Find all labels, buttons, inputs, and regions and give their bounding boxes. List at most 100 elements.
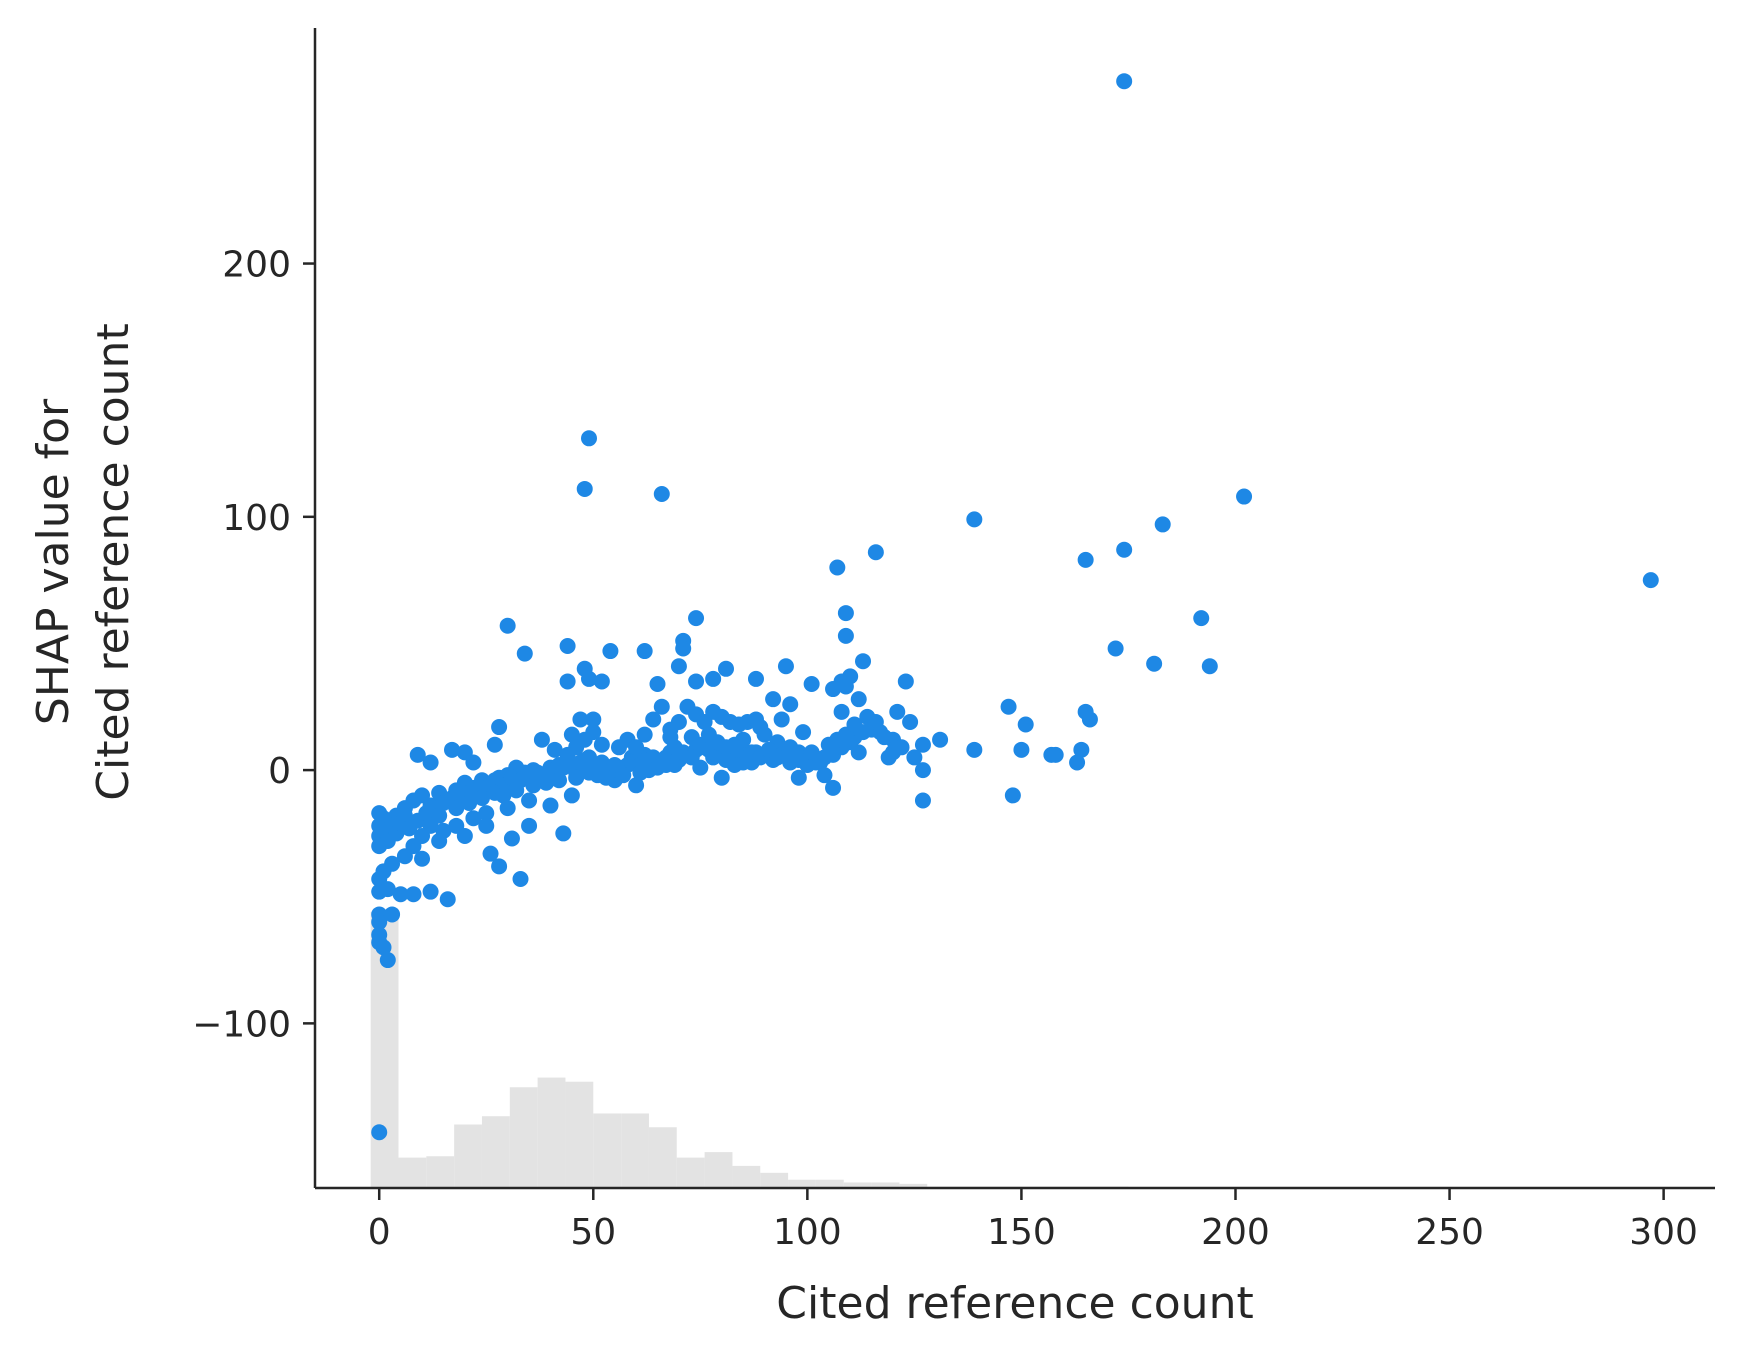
data-point xyxy=(777,658,794,675)
histogram-bar xyxy=(843,1182,872,1188)
data-point xyxy=(803,675,820,692)
data-point xyxy=(371,1124,388,1141)
data-point xyxy=(747,711,764,728)
data-point xyxy=(439,891,456,908)
data-point xyxy=(628,777,645,794)
data-point xyxy=(914,762,931,779)
data-point xyxy=(837,627,854,644)
histogram-bar xyxy=(454,1124,482,1188)
axes xyxy=(313,28,1715,1190)
data-point xyxy=(525,777,542,794)
data-point xyxy=(1077,551,1094,568)
data-point xyxy=(615,767,632,784)
data-point xyxy=(914,792,931,809)
histogram-bar xyxy=(788,1179,816,1188)
data-point xyxy=(576,480,593,497)
histogram-bar xyxy=(815,1179,844,1188)
histogram-bar xyxy=(732,1165,761,1188)
data-point xyxy=(769,749,786,766)
histogram-bar xyxy=(621,1113,649,1188)
histogram-bar xyxy=(899,1183,928,1188)
data-point xyxy=(478,805,495,822)
data-point xyxy=(593,736,610,753)
data-point xyxy=(855,724,872,741)
data-point xyxy=(456,827,473,844)
data-point xyxy=(422,883,439,900)
data-point xyxy=(379,952,396,969)
x-tick-label: 250 xyxy=(1415,1212,1484,1253)
data-point xyxy=(867,544,884,561)
data-point xyxy=(593,673,610,690)
histogram-bar xyxy=(871,1182,900,1188)
data-point xyxy=(756,726,773,743)
data-point xyxy=(581,749,598,766)
feature-histogram xyxy=(370,911,1129,1188)
data-point xyxy=(581,670,598,687)
data-point xyxy=(1000,698,1017,715)
data-point xyxy=(683,749,700,766)
data-point xyxy=(773,711,790,728)
data-point xyxy=(1013,741,1030,758)
data-point xyxy=(499,617,516,634)
data-point xyxy=(512,871,529,888)
data-point xyxy=(837,605,854,622)
data-point xyxy=(1081,711,1098,728)
data-point xyxy=(1069,754,1086,771)
data-point xyxy=(640,762,657,779)
data-point xyxy=(902,713,919,730)
data-point xyxy=(932,731,949,748)
data-point xyxy=(482,845,499,862)
data-point xyxy=(491,719,508,736)
data-point xyxy=(478,817,495,834)
data-point xyxy=(713,769,730,786)
data-point xyxy=(465,810,482,827)
data-point xyxy=(521,817,538,834)
data-point xyxy=(396,848,413,865)
histogram-bar xyxy=(509,1087,538,1188)
data-point xyxy=(1073,741,1090,758)
data-point xyxy=(833,703,850,720)
data-point xyxy=(431,833,448,850)
y-tick-label: 0 xyxy=(268,751,291,792)
histogram-bar xyxy=(648,1127,677,1188)
histogram-bar xyxy=(676,1157,705,1188)
data-point xyxy=(675,640,692,657)
x-tick-label: 50 xyxy=(570,1212,616,1253)
data-point xyxy=(375,939,392,956)
data-point xyxy=(1642,572,1659,589)
histogram-bar xyxy=(537,1077,566,1188)
data-point xyxy=(371,914,388,931)
data-point xyxy=(405,886,422,903)
data-point xyxy=(542,797,559,814)
histogram-bar xyxy=(481,1116,510,1188)
x-tick-label: 150 xyxy=(987,1212,1056,1253)
y-tick-label: 100 xyxy=(222,498,291,539)
data-point xyxy=(747,670,764,687)
data-point xyxy=(563,787,580,804)
data-point xyxy=(829,559,846,576)
data-point xyxy=(825,779,842,796)
histogram-bar xyxy=(593,1113,622,1188)
data-point xyxy=(782,696,799,713)
data-point xyxy=(825,681,842,698)
data-point xyxy=(816,767,833,784)
y-axis-title-line1: SHAP value for xyxy=(28,398,79,725)
data-point xyxy=(396,807,413,824)
data-point xyxy=(559,637,576,654)
scatter-points xyxy=(371,73,1659,1141)
data-point xyxy=(598,769,615,786)
data-point xyxy=(795,724,812,741)
x-axis-title: Cited reference count xyxy=(776,1278,1253,1329)
data-point xyxy=(384,906,401,923)
data-point xyxy=(670,658,687,675)
data-point xyxy=(508,782,525,799)
data-point xyxy=(765,691,782,708)
data-point xyxy=(568,769,585,786)
histogram-bar xyxy=(704,1152,733,1188)
y-axis-title-line2: Cited reference count xyxy=(88,323,139,800)
data-point xyxy=(563,726,580,743)
data-point xyxy=(581,430,598,447)
data-point xyxy=(850,691,867,708)
data-point xyxy=(653,486,670,503)
histogram-bar xyxy=(398,1157,427,1188)
